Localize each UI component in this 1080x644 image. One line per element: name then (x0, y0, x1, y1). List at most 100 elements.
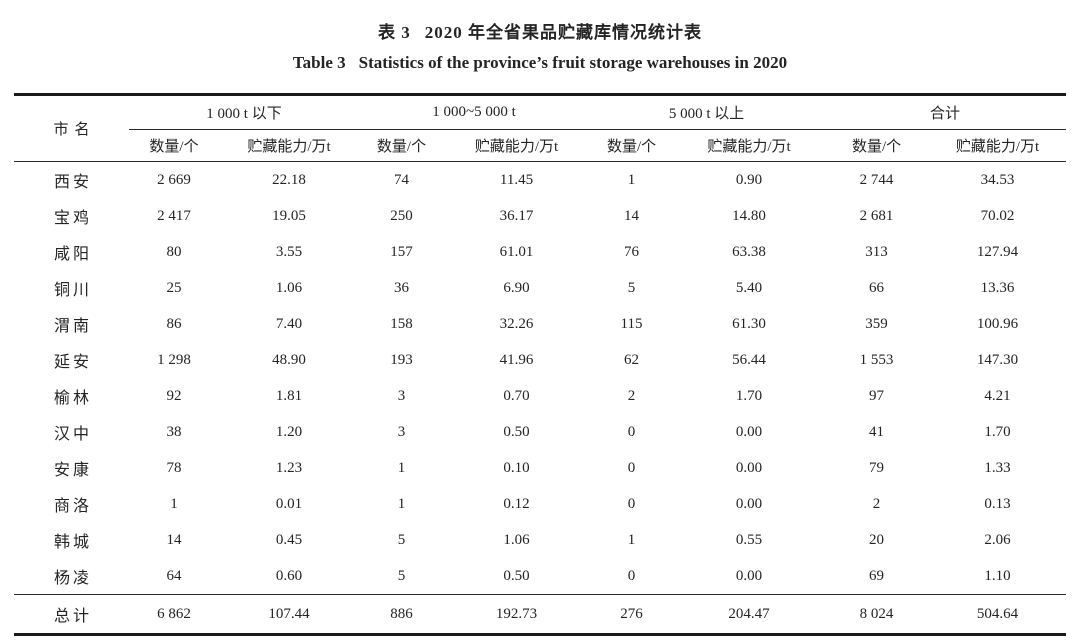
table-cell: 204.47 (728, 605, 770, 622)
table-cell: 0.70 (503, 387, 530, 404)
table-cell: 70.02 (980, 207, 1015, 224)
table-cell: 3 (397, 387, 406, 404)
table-row: 韩城 14 0.45 5 1.06 1 0.55 20 2.06 (14, 522, 1066, 558)
table-cell: 0 (627, 495, 636, 512)
table-cell: 0.00 (735, 459, 763, 476)
table-cell: 2 (872, 495, 881, 512)
sub-header-capacity: 贮藏能力/万t (929, 129, 1067, 162)
table-cell: 78 (166, 459, 182, 476)
city-name: 榆林 (53, 390, 92, 407)
table-caption-en-text: Statistics of the province’s fruit stora… (358, 53, 788, 72)
table-cell: 0 (627, 423, 636, 440)
city-name: 韩城 (53, 534, 92, 551)
table-cell: 14 (624, 207, 640, 224)
table-cell: 69 (824, 558, 930, 595)
table-cell: 25 (166, 279, 182, 296)
table-cell: 80 (166, 243, 182, 260)
table-cell: 62 (624, 351, 640, 368)
city-name: 延安 (53, 354, 92, 371)
table-cell: 107.44 (268, 605, 310, 622)
table-cell: 2 744 (859, 171, 894, 188)
table-cell: 313 (865, 243, 888, 260)
table-cell: 1 (397, 459, 406, 476)
table-cell: 2.06 (984, 531, 1011, 548)
sub-header-count: 数量/个 (589, 129, 675, 162)
sub-header-capacity: 贮藏能力/万t (444, 129, 590, 162)
table-cell: 76 (624, 243, 640, 260)
table-cell: 41.96 (499, 351, 534, 368)
table-cell: 0.60 (219, 558, 360, 595)
table-cell: 192.73 (495, 605, 538, 622)
table-cell: 276 (620, 605, 643, 622)
table-body: 西安 2 669 22.18 74 11.45 1 0.90 2 744 34.53 宝鸡 2 41… (14, 162, 1067, 595)
table-cell: 2 (627, 387, 636, 404)
table-cell: 61.01 (499, 243, 534, 260)
table-cell: 6 862 (157, 605, 191, 622)
sub-header-row: 数量/个 贮藏能力/万t 数量/个 贮藏能力/万t 数量/个 贮藏能力/万t 数… (14, 129, 1067, 162)
table-caption-zh-text: 2020 年全省果品贮藏库情况统计表 (424, 23, 702, 42)
table-cell: 6.90 (503, 279, 530, 296)
table-cell: 0.13 (984, 495, 1011, 512)
table-cell: 1 (397, 495, 406, 512)
sub-header-capacity: 贮藏能力/万t (674, 129, 825, 162)
city-name: 铜川 (53, 282, 92, 299)
table-cell: 193 (390, 351, 413, 368)
table-cell: 0.55 (735, 531, 763, 548)
table-cell: 2 417 (157, 207, 191, 224)
table-cell: 22.18 (272, 171, 306, 188)
table-cell: 1.06 (503, 531, 530, 548)
table-cell: 1.33 (984, 459, 1011, 476)
table-total-section: 总计 6 862 107.44 886 192.73 276 204.47 8 024 504.… (14, 595, 1066, 635)
table-cell: 0.10 (503, 459, 530, 476)
table-cell: 1.70 (984, 423, 1011, 440)
table-cell: 5 (397, 531, 406, 548)
total-row: 总计 6 862 107.44 886 192.73 276 204.47 8 024 504.… (14, 595, 1066, 635)
table-cell: 5.40 (735, 279, 763, 296)
table-cell: 1.70 (735, 387, 763, 404)
sub-header-capacity: 贮藏能力/万t (219, 129, 360, 162)
table-row: 咸阳 80 3.55 157 61.01 76 63.38 313 127.94 (14, 234, 1066, 270)
table-cell: 0.01 (275, 495, 303, 512)
table-cell: 1 298 (157, 351, 191, 368)
table-cell: 66 (869, 279, 885, 296)
group-header-total: 合计 (824, 94, 1067, 130)
table-cell: 5 (627, 279, 636, 296)
group-header-1000-5000t: 1 000~5 000 t (359, 94, 590, 130)
table-row: 宝鸡 2 417 19.05 250 36.17 14 14.80 2 681 70.02 (14, 198, 1066, 234)
sub-header-count: 数量/个 (359, 129, 445, 162)
table-row: 延安 1 298 48.90 193 41.96 62 56.44 1 553 147.30 (14, 342, 1066, 378)
table-cell: 11.45 (499, 171, 534, 188)
table-cell: 32.26 (499, 315, 534, 332)
table-cell: 4.21 (984, 387, 1011, 404)
table-cell: 0.45 (275, 531, 303, 548)
table-cell: 0.12 (503, 495, 530, 512)
table-cell: 158 (390, 315, 413, 332)
table-cell: 1 553 (859, 351, 894, 368)
table-cell: 0.50 (444, 558, 590, 595)
table-cell: 0 (627, 459, 636, 476)
table-cell: 3.55 (275, 243, 303, 260)
table-cell: 250 (390, 207, 413, 224)
total-label: 总计 (53, 608, 92, 625)
city-name: 咸阳 (53, 246, 92, 263)
sub-header-count: 数量/个 (824, 129, 930, 162)
table-cell: 127.94 (976, 243, 1019, 260)
city-name: 西安 (53, 174, 92, 191)
table-cell: 0 (589, 558, 675, 595)
table-cell: 5 (359, 558, 445, 595)
table-row: 铜川 25 1.06 36 6.90 5 5.40 66 13.36 (14, 270, 1066, 306)
table-cell: 115 (620, 315, 643, 332)
table-cell: 0.00 (735, 495, 763, 512)
table-cell: 1 (627, 531, 636, 548)
table-cell: 100.96 (976, 315, 1019, 332)
table-cell: 61.30 (732, 315, 766, 332)
city-name: 渭南 (53, 318, 92, 335)
table-cell: 48.90 (272, 351, 306, 368)
table-caption-en: Table 3 Statistics of the province’s frui… (0, 53, 1080, 72)
table-cell: 41 (869, 423, 885, 440)
table-cell: 36 (394, 279, 410, 296)
group-header-over-5000t: 5 000 t 以上 (589, 94, 825, 130)
table-row: 西安 2 669 22.18 74 11.45 1 0.90 2 744 34.53 (14, 162, 1066, 199)
table-cell: 92 (166, 387, 182, 404)
